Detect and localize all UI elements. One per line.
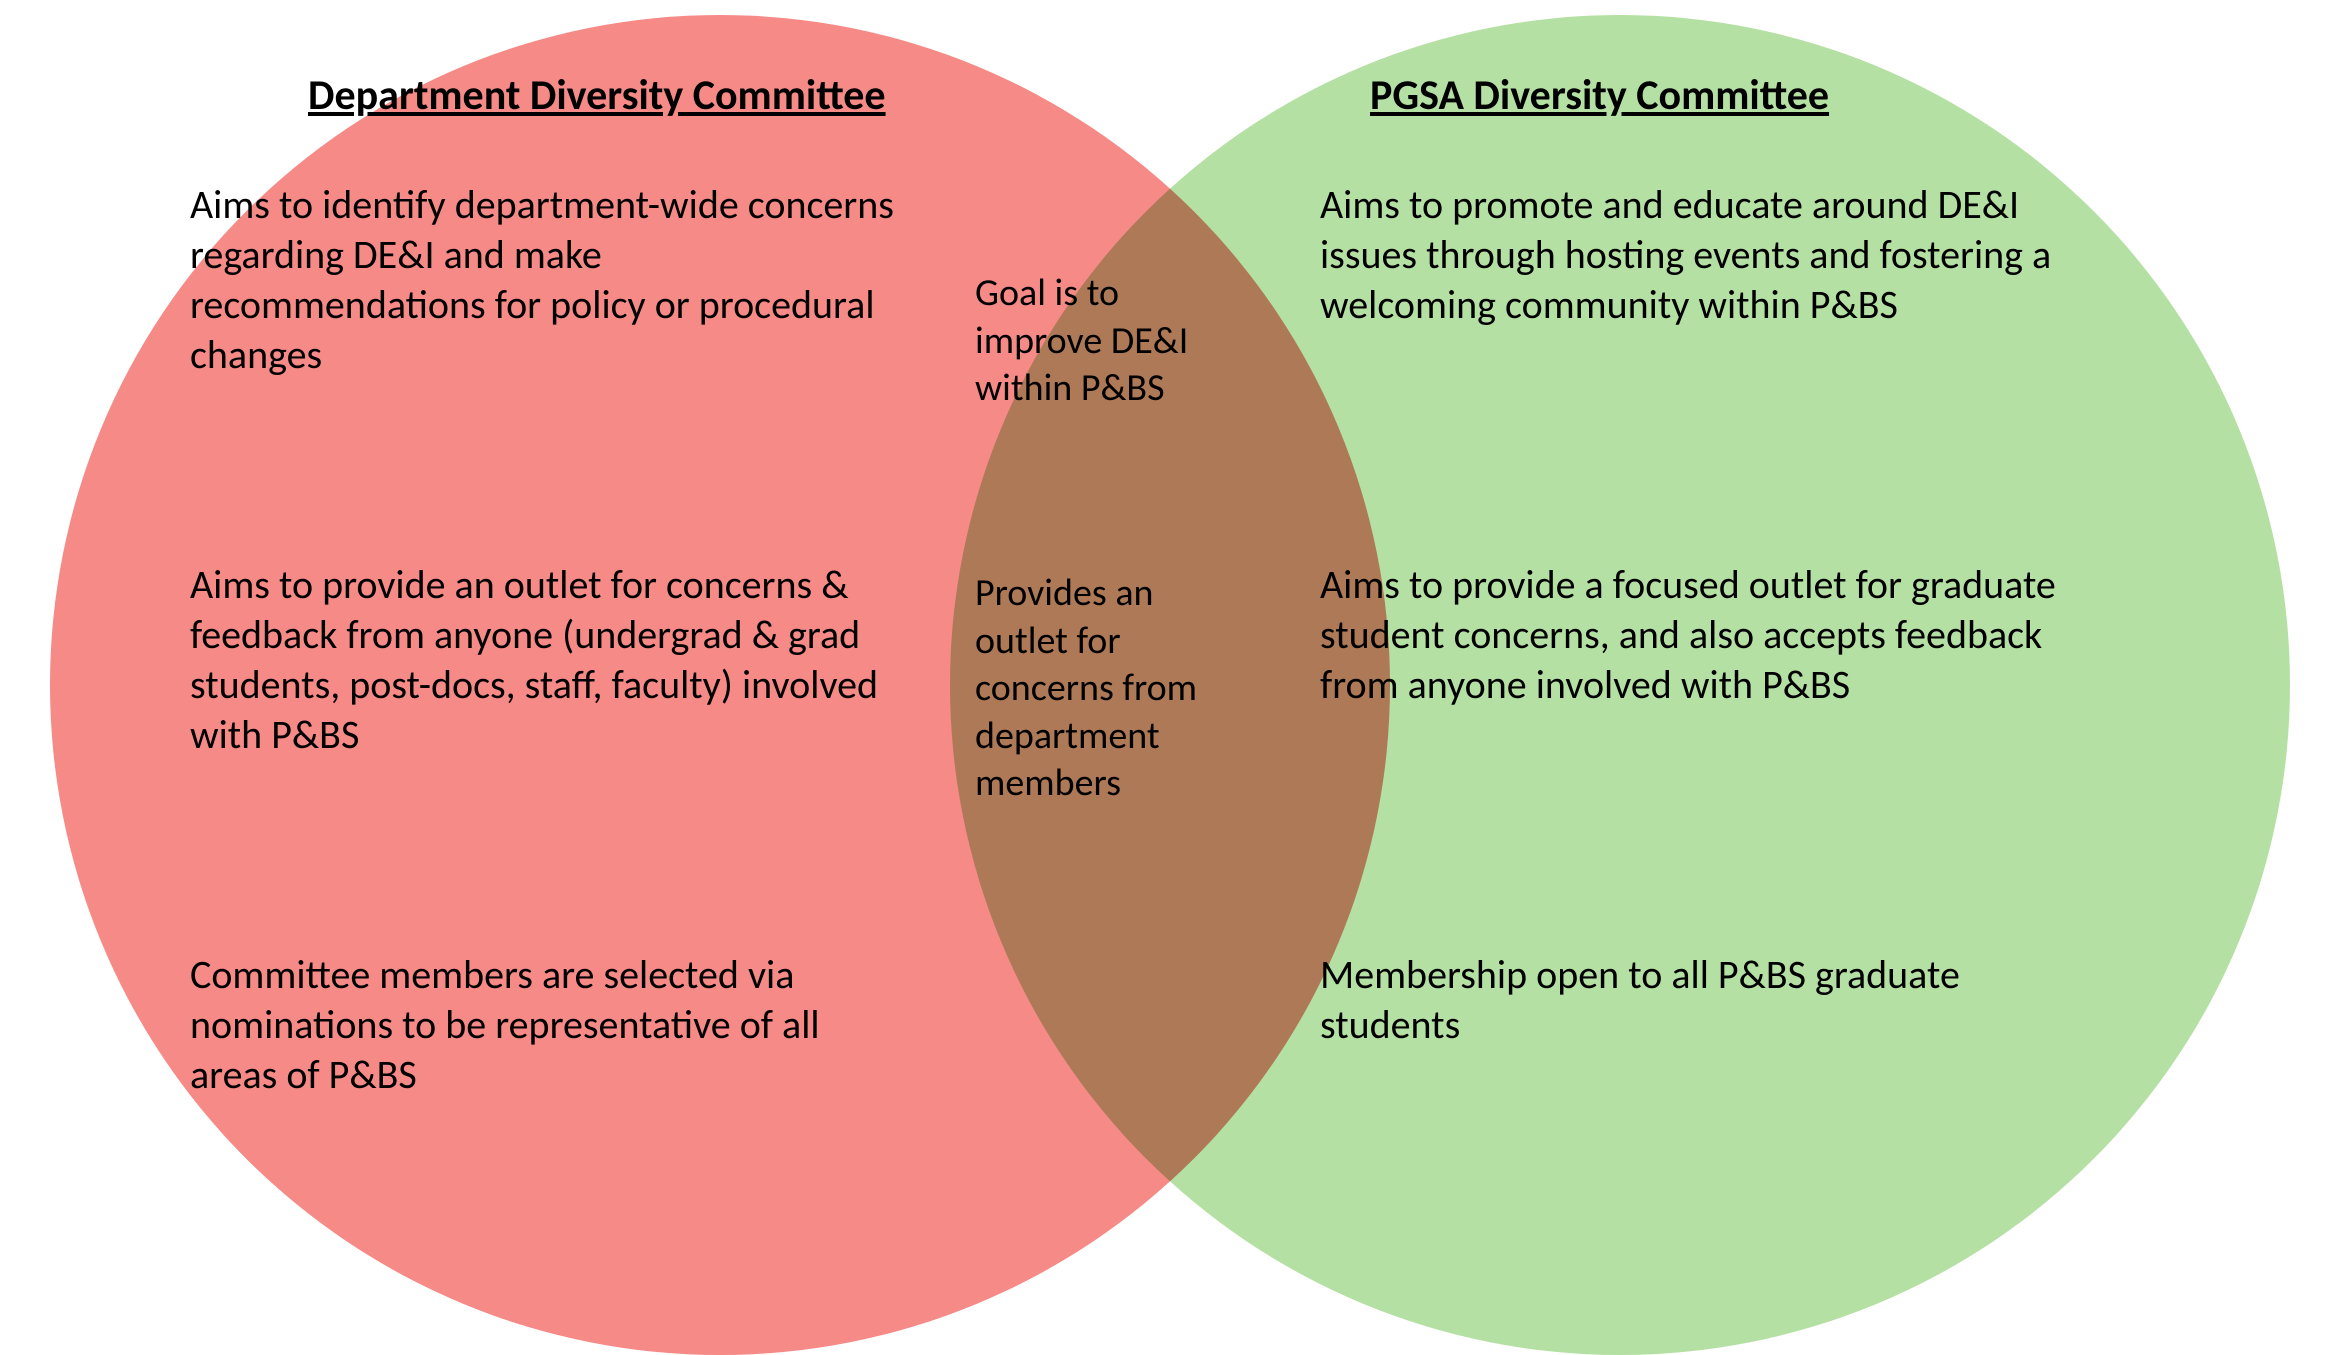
left-item-1: Aims to identify department-wide concern… xyxy=(190,180,900,380)
right-item-3: Membership open to all P&BS graduate stu… xyxy=(1320,950,1970,1050)
right-title: PGSA Diversity Committee xyxy=(1370,70,1829,123)
left-item-3: Committee members are selected via nomin… xyxy=(190,950,910,1100)
center-item-1: Goal is to improve DE&I within P&BS xyxy=(975,270,1215,413)
venn-diagram: Department Diversity Committee PGSA Dive… xyxy=(0,0,2332,1343)
right-item-1: Aims to promote and educate around DE&I … xyxy=(1320,180,2090,330)
left-item-2: Aims to provide an outlet for concerns &… xyxy=(190,560,940,760)
left-title: Department Diversity Committee xyxy=(308,70,886,123)
right-item-2: Aims to provide a focused outlet for gra… xyxy=(1320,560,2060,710)
center-item-2: Provides an outlet for concerns from dep… xyxy=(975,570,1215,808)
